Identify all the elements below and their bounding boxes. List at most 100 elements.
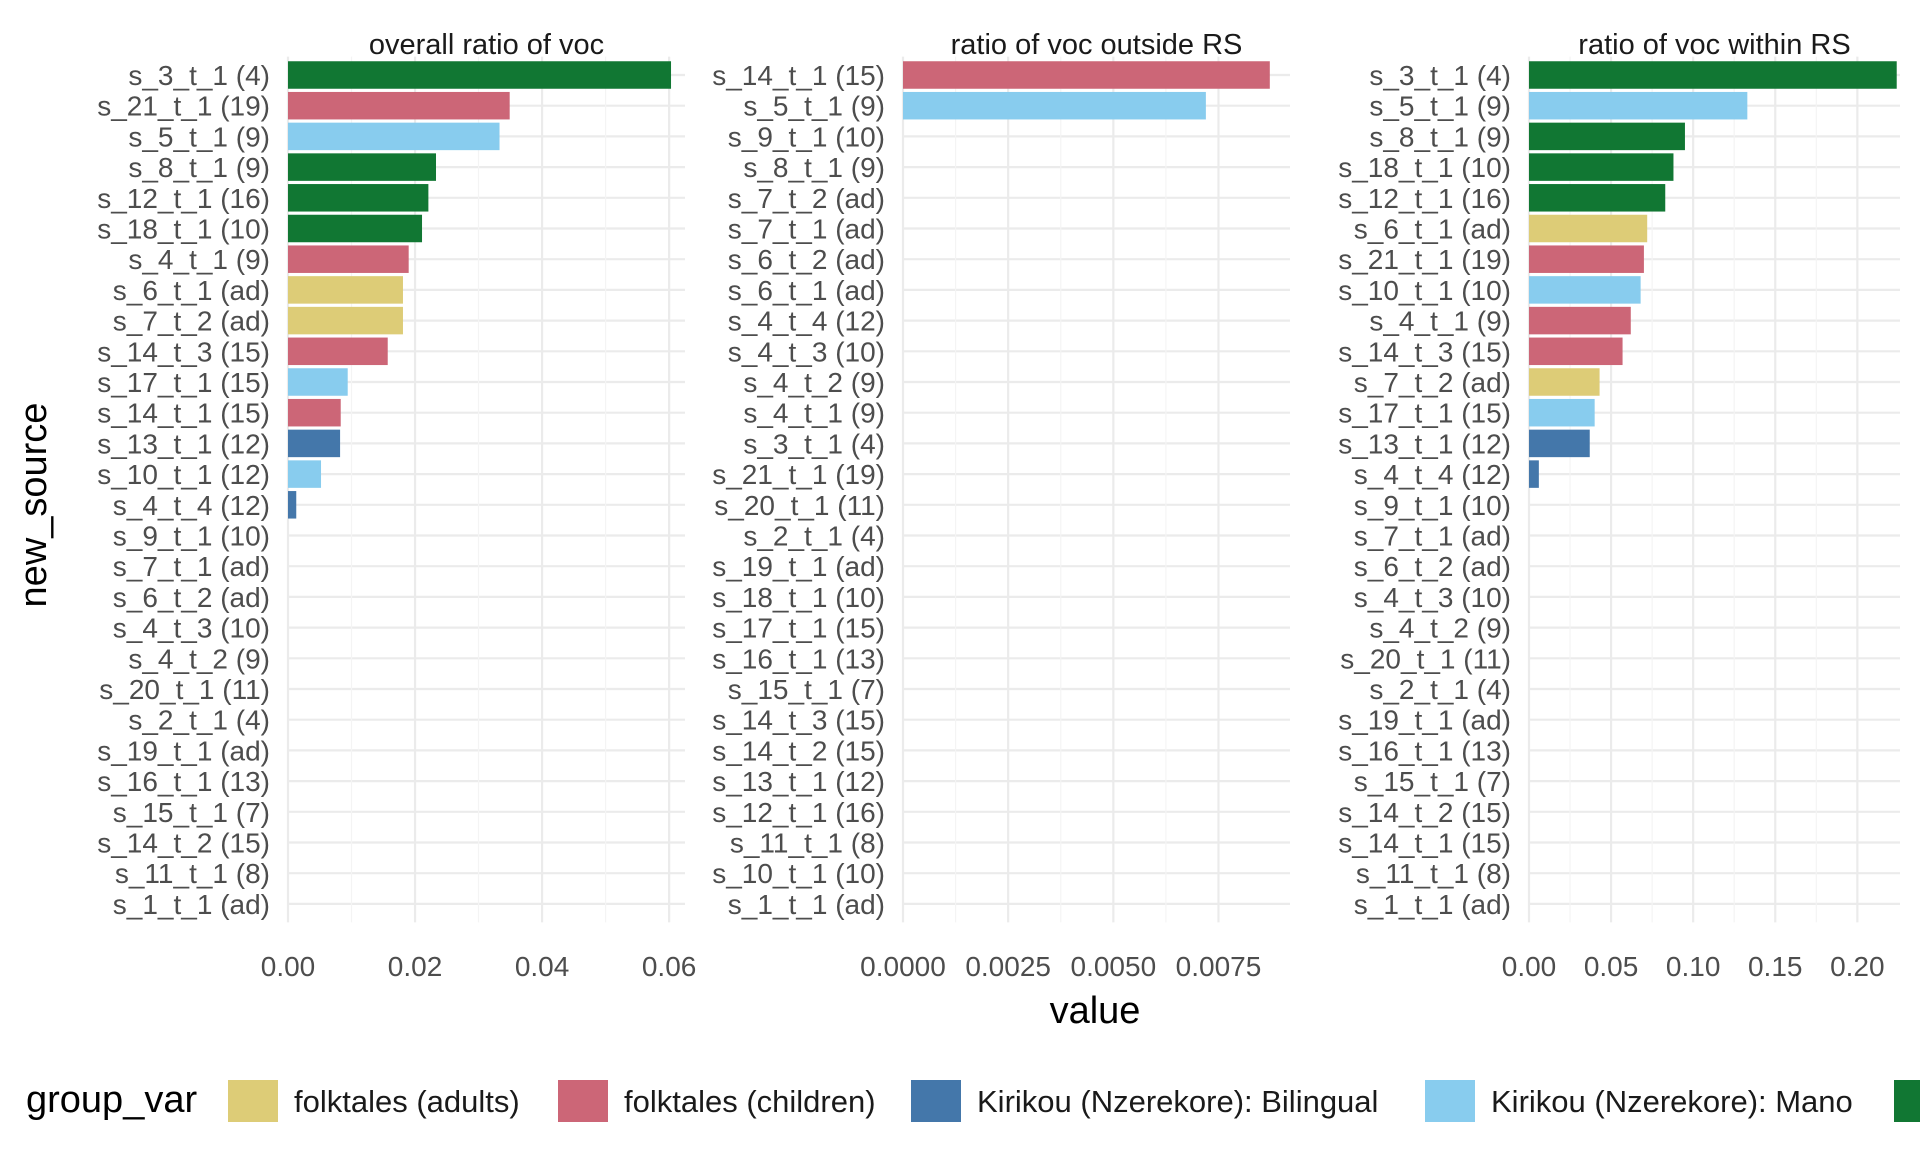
y-category-label: s_14_t_3 (15) — [712, 705, 885, 736]
y-category-label: s_12_t_1 (16) — [1338, 183, 1511, 214]
bar — [1529, 184, 1666, 212]
y-category-label: s_17_t_1 (15) — [97, 367, 270, 398]
facet-title: ratio of voc within RS — [1578, 29, 1850, 61]
bar — [288, 61, 672, 89]
x-tick-label: 0.00 — [261, 951, 316, 982]
bar — [288, 306, 403, 335]
bar — [1529, 337, 1623, 366]
bar — [288, 460, 322, 488]
bar — [903, 91, 1206, 120]
y-category-label: s_4_t_1 (9) — [128, 244, 270, 275]
y-category-label: s_11_t_1 (8) — [1356, 858, 1511, 889]
legend-label: Kirikou (Nzerekore): Bilingual — [977, 1084, 1378, 1119]
y-category-label: s_5_t_1 (9) — [128, 121, 270, 152]
bar — [288, 368, 348, 396]
x-tick-label: 0.15 — [1748, 951, 1803, 982]
bar — [1529, 460, 1539, 488]
y-category-label: s_6_t_1 (ad) — [1354, 214, 1511, 245]
facet-panels: 0.00 0.02 0.04 0.06s_3_t_1 (4)s_21_t_1 (19)… — [97, 29, 1900, 982]
y-category-label: s_5_t_1 (9) — [1369, 91, 1511, 122]
legend-entry: Kirikou (Nzerekore): Bilingual — [911, 1080, 1378, 1122]
y-category-label: s_3_t_1 (4) — [743, 428, 885, 459]
y-category-label: s_21_t_1 (19) — [97, 91, 270, 122]
y-category-label: s_8_t_1 (9) — [1369, 121, 1511, 152]
bar — [1529, 306, 1631, 335]
y-category-label: s_4_t_1 (9) — [743, 398, 885, 429]
y-category-label: s_1_t_1 (ad) — [113, 889, 270, 920]
y-category-label: s_5_t_1 (9) — [743, 91, 885, 122]
bar — [288, 245, 409, 273]
bar — [288, 184, 429, 212]
y-category-label: s_10_t_1 (10) — [712, 858, 885, 889]
legend-entry: folktales (children) — [558, 1080, 876, 1122]
bar — [288, 91, 510, 120]
y-category-label: s_2_t_1 (4) — [743, 521, 885, 552]
y-category-label: s_4_t_3 (10) — [113, 613, 270, 644]
legend-label: Kirikou (Nzerekore): Mano — [1491, 1084, 1853, 1119]
legend-label: folktales (children) — [624, 1084, 876, 1119]
y-category-label: s_4_t_3 (10) — [728, 336, 885, 367]
y-category-label: s_17_t_1 (15) — [1338, 398, 1511, 429]
y-category-label: s_6_t_1 (ad) — [728, 275, 885, 306]
y-category-label: s_3_t_1 (4) — [1369, 60, 1511, 91]
y-category-label: s_20_t_1 (11) — [99, 674, 270, 705]
y-category-label: s_14_t_1 (15) — [1338, 828, 1511, 859]
y-category-label: s_18_t_1 (10) — [712, 582, 885, 613]
bar — [1529, 398, 1595, 427]
y-category-label: s_13_t_1 (12) — [1338, 428, 1511, 459]
legend-title: group_var — [26, 1079, 197, 1121]
legend-key — [1425, 1080, 1475, 1122]
y-category-label: s_15_t_1 (7) — [1354, 766, 1511, 797]
legend-entry: folktales (adults) — [228, 1080, 520, 1122]
x-tick-label: 0.0000 — [860, 951, 946, 982]
bar — [903, 61, 1270, 89]
bar — [1529, 245, 1644, 273]
y-category-label: s_14_t_2 (15) — [1338, 797, 1511, 828]
legend-key — [1894, 1080, 1920, 1122]
y-category-label: s_4_t_1 (9) — [1369, 306, 1511, 337]
y-category-label: s_13_t_1 (12) — [97, 428, 270, 459]
y-category-label: s_4_t_3 (10) — [1354, 582, 1511, 613]
y-category-label: s_10_t_1 (12) — [97, 459, 270, 490]
y-category-label: s_4_t_2 (9) — [743, 367, 885, 398]
y-category-label: s_7_t_2 (ad) — [1354, 367, 1511, 398]
y-category-label: s_21_t_1 (19) — [712, 459, 885, 490]
bar — [1529, 276, 1641, 304]
y-category-label: s_9_t_1 (10) — [1354, 490, 1511, 521]
y-category-label: s_6_t_2 (ad) — [1354, 551, 1511, 582]
y-category-label: s_2_t_1 (4) — [1369, 674, 1511, 705]
y-category-label: s_3_t_1 (4) — [128, 60, 270, 91]
y-category-label: s_2_t_1 (4) — [128, 705, 270, 736]
x-tick-label: 0.0075 — [1176, 951, 1262, 982]
bar — [1529, 429, 1590, 458]
bar — [288, 153, 437, 181]
y-category-label: s_6_t_1 (ad) — [113, 275, 270, 306]
y-category-label: s_4_t_4 (12) — [728, 306, 885, 337]
y-category-label: s_9_t_1 (10) — [113, 521, 270, 552]
y-category-label: s_16_t_1 (13) — [97, 766, 270, 797]
y-category-label: s_7_t_1 (ad) — [1354, 521, 1511, 552]
legend-entry: Kirikou (Nzerekore): Mano — [1425, 1080, 1853, 1122]
bar — [1529, 91, 1748, 120]
y-category-label: s_12_t_1 (16) — [712, 797, 885, 828]
x-tick-label: 0.04 — [515, 951, 570, 982]
facet-title: ratio of voc outside RS — [951, 29, 1243, 61]
y-axis-title: new_source — [13, 403, 55, 608]
y-category-label: s_14_t_1 (15) — [712, 60, 885, 91]
y-category-label: s_11_t_1 (8) — [115, 858, 270, 889]
bar — [288, 398, 341, 427]
y-category-label: s_12_t_1 (16) — [97, 183, 270, 214]
x-tick-label: 0.0025 — [965, 951, 1051, 982]
y-category-label: s_4_t_4 (12) — [113, 490, 270, 521]
bar — [1529, 368, 1600, 396]
y-category-label: s_14_t_2 (15) — [712, 735, 885, 766]
x-tick-label: 0.20 — [1830, 951, 1885, 982]
facet-title: overall ratio of voc — [369, 29, 604, 61]
legend-key — [558, 1080, 608, 1122]
x-tick-label: 0.0050 — [1071, 951, 1157, 982]
y-category-label: s_4_t_2 (9) — [1369, 613, 1511, 644]
y-category-label: s_19_t_1 (ad) — [97, 735, 270, 766]
y-category-label: s_7_t_2 (ad) — [113, 306, 270, 337]
bar — [288, 122, 500, 151]
